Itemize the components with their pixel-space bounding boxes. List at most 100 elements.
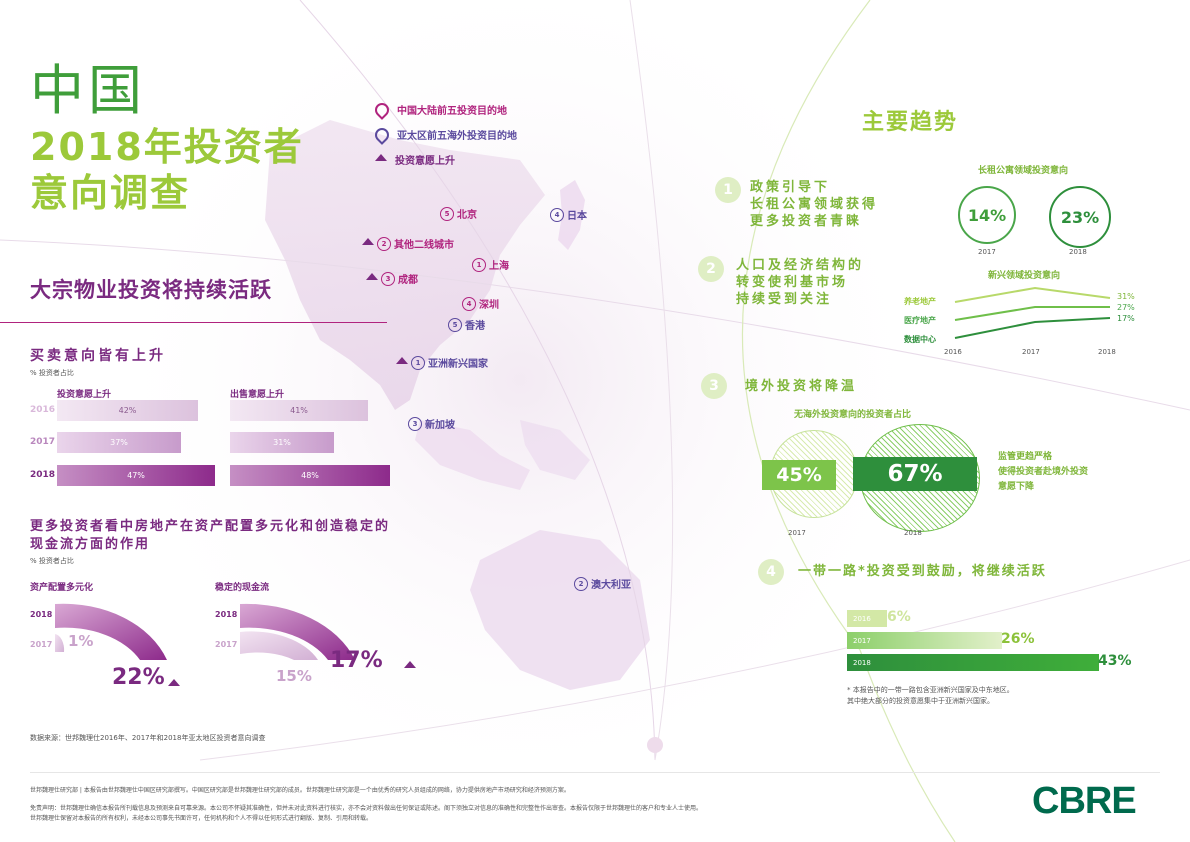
niche-series-3: 数据中心 (904, 335, 936, 344)
bri-year-2018: 2018 (853, 658, 871, 667)
city-name: 香港 (465, 321, 485, 332)
city-shanghai: 1 上海 (472, 257, 509, 272)
city-name: 北京 (457, 210, 477, 221)
title-survey-year: 2018年投资者 (30, 125, 304, 169)
section-title: 大宗物业投资将持续活跃 (30, 278, 272, 302)
c2-year-2017: 2017 (215, 640, 238, 649)
city-name: 其他二线城市 (394, 240, 454, 251)
diversify-unit: % 投资者占比 (30, 557, 74, 565)
trend-3-line1: 境外投资将降温 (745, 379, 858, 394)
rental-year-2017: 2017 (978, 248, 996, 256)
rank-badge: 5 (448, 317, 462, 332)
rental-value-2018: 23% (1060, 207, 1100, 227)
city-japan: 4 日本 (550, 207, 587, 222)
bri-bar-2017: 2017 (847, 632, 1002, 649)
bri-value-2017: 26% (1001, 631, 1035, 647)
trend-3-number: 3 (701, 373, 727, 399)
c2-arrow-up-icon (404, 661, 417, 668)
pin-magenta-icon (372, 99, 392, 120)
c1-arrow-up-icon (168, 679, 180, 686)
year-label-2017: 2017 (30, 437, 56, 447)
arrow-up-icon (396, 357, 408, 364)
city-singapore: 3 新加坡 (408, 416, 455, 431)
year-label-2016: 2016 (30, 405, 56, 415)
rank-badge: 1 (472, 257, 486, 272)
niche-lines (954, 286, 1111, 339)
rental-title: 长租公寓领域投资意向 (978, 166, 1069, 176)
c1-year-2017: 2017 (30, 640, 53, 649)
arc-c1-2017 (55, 634, 65, 652)
niche-x-2017: 2017 (1022, 348, 1040, 356)
series-line-datacenter (954, 317, 1111, 339)
rank-badge: 2 (574, 576, 588, 591)
series-line-medical (954, 306, 1110, 321)
rank-badge: 2 (377, 236, 391, 251)
trends-title: 主要趋势 (862, 110, 959, 135)
niche-value-2: 27% (1117, 303, 1135, 312)
title-survey: 意向调查 (30, 171, 191, 215)
rank-badge: 5 (440, 206, 454, 221)
city-australia: 2 澳大利亚 (574, 576, 631, 591)
buysell-title: 买卖意向皆有上升 (30, 348, 166, 364)
city-name: 澳大利亚 (591, 580, 631, 591)
bri-bar-2018: 2018 (847, 654, 1099, 671)
overseas-title: 无海外投资意向的投资者占比 (794, 410, 912, 420)
bri-year-2017: 2017 (853, 636, 871, 645)
rank-badge: 4 (462, 296, 476, 311)
chart2-title: 稳定的现金流 (215, 583, 270, 593)
sell-bar-2017: 31% (230, 432, 334, 453)
buy-bar-2016: 42% (57, 400, 198, 421)
series-line-elderly (954, 286, 1111, 303)
rental-circle-2017: 14% (958, 186, 1016, 244)
arc-c1-2018 (55, 603, 167, 660)
city-chengdu: 3 成都 (366, 271, 418, 286)
footer-line-2: 免责声明：世邦魏理仕确信本报告所刊载信息及预测来自可靠来源。本公司不怀疑其准确性… (30, 805, 703, 812)
buysell-unit: % 投资者占比 (30, 369, 74, 377)
niche-series-1: 养老地产 (904, 297, 936, 306)
overseas-value-2018: 67% (887, 461, 943, 487)
footer-line-1: 世邦魏理仕研究部 | 本报告由世邦魏理仕中国区研究部撰写。中国区研究部是世邦魏理… (30, 787, 570, 794)
niche-series-2: 医疗地产 (904, 316, 936, 325)
footer-divider (30, 772, 1160, 773)
niche-value-3: 17% (1117, 314, 1135, 323)
city-name: 上海 (489, 261, 509, 272)
city-asean: 1 亚洲新兴国家 (396, 355, 488, 370)
niche-value-1: 31% (1117, 292, 1135, 301)
trend-2-number: 2 (698, 256, 724, 282)
trend-2-line3: 持续受到关注 (736, 292, 833, 307)
overseas-band-2018: 67% (853, 457, 977, 491)
overseas-year-2017: 2017 (788, 529, 806, 537)
arrow-up-icon (375, 154, 387, 161)
rank-badge: 3 (381, 271, 395, 286)
arc-c2-2018 (240, 603, 355, 660)
c2-2017-value: 15% (276, 667, 312, 685)
overseas-band-2017: 45% (762, 460, 836, 490)
c1-2017-value: 1% (68, 632, 94, 650)
legend-rise-label: 投资意愿上升 (395, 156, 455, 167)
city-hongkong: 5 香港 (448, 317, 485, 332)
niche-title: 新兴领域投资意向 (988, 271, 1061, 281)
pin-purple-icon (372, 124, 392, 145)
arc-charts (55, 603, 355, 660)
bri-value-2018: 43% (1098, 653, 1132, 669)
niche-x-2018: 2018 (1098, 348, 1116, 356)
buysell-col2-title: 出售意愿上升 (230, 390, 285, 400)
city-shenzhen: 4 深圳 (462, 296, 499, 311)
buy-bar-2017: 37% (57, 432, 181, 453)
rank-badge: 1 (411, 355, 425, 370)
rental-value-2017: 14% (967, 205, 1007, 225)
overseas-note-3: 意愿下降 (998, 482, 1035, 492)
trend-2-line2: 转变使利基市场 (736, 275, 849, 290)
c1-2018-value: 22% (112, 665, 165, 690)
c2-year-2018: 2018 (215, 610, 238, 619)
trend-1-line2: 长租公寓领域获得 (750, 197, 879, 212)
sell-bar-2016: 41% (230, 400, 368, 421)
sell-bar-2018: 48% (230, 465, 390, 486)
bri-value-2016: 6% (887, 609, 911, 625)
city-name: 亚洲新兴国家 (428, 359, 488, 370)
legend-mainland-label: 中国大陆前五投资目的地 (397, 106, 507, 117)
footer-line-3: 世邦魏理仕保留对本报告的所有权利，未经本公司事先书面许可，任何机构和个人不得以任… (30, 815, 373, 822)
rental-circle-2018: 23% (1049, 186, 1111, 248)
c1-year-2018: 2018 (30, 610, 53, 619)
legend-mainland: 中国大陆前五投资目的地 (372, 99, 507, 120)
